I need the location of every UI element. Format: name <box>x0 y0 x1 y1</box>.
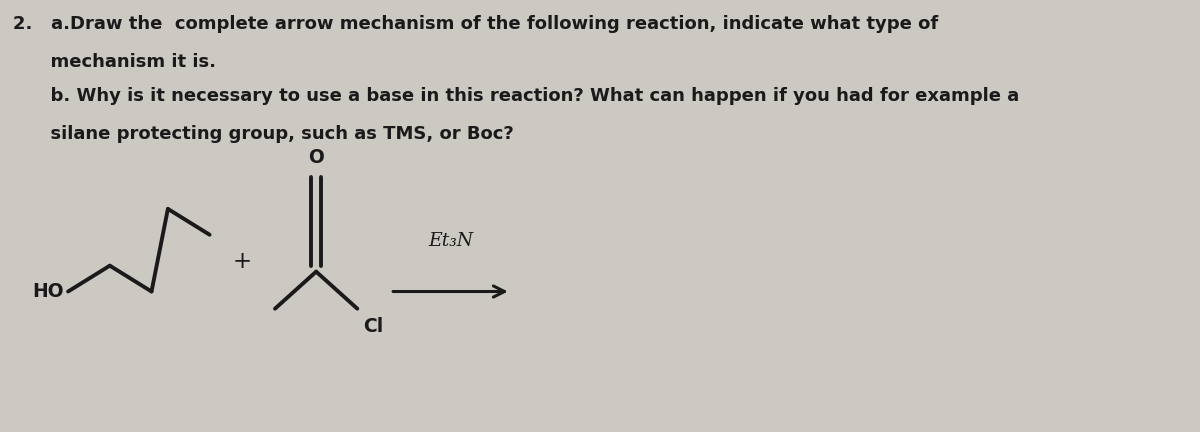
Text: mechanism it is.: mechanism it is. <box>12 53 216 71</box>
Text: silane protecting group, such as TMS, or Boc?: silane protecting group, such as TMS, or… <box>12 124 514 143</box>
Text: +: + <box>233 250 252 273</box>
Text: 2.   a.Draw the  complete arrow mechanism of the following reaction, indicate wh: 2. a.Draw the complete arrow mechanism o… <box>12 15 937 33</box>
Text: O: O <box>308 148 324 167</box>
Text: Cl: Cl <box>362 317 383 336</box>
Text: b. Why is it necessary to use a base in this reaction? What can happen if you ha: b. Why is it necessary to use a base in … <box>12 87 1019 105</box>
Text: HO: HO <box>32 282 64 301</box>
Text: Et₃N: Et₃N <box>428 232 473 250</box>
